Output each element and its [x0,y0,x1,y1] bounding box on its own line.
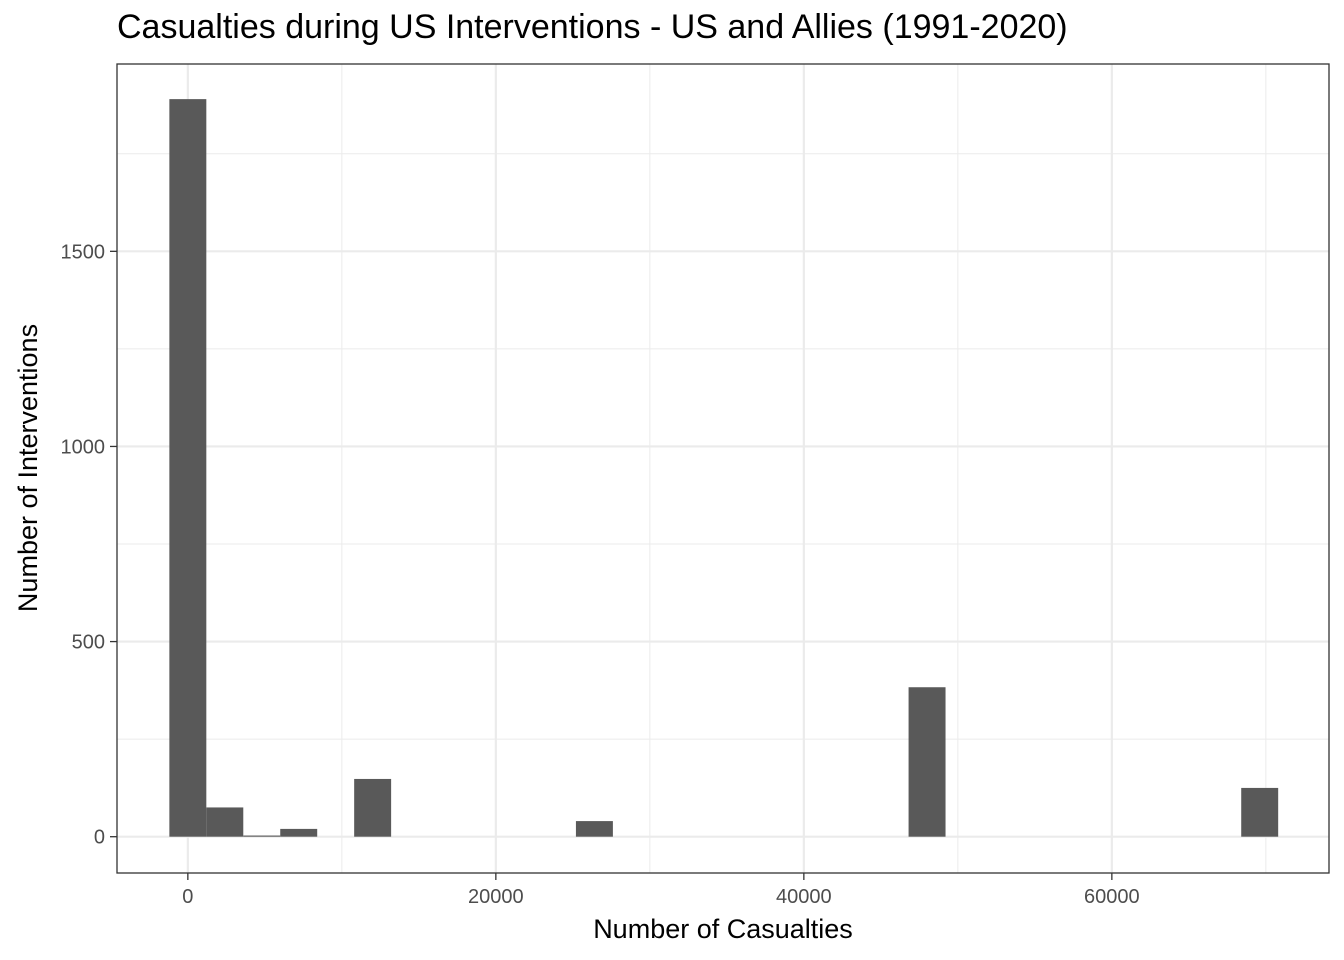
histogram-bar [280,828,318,837]
plot-panel-border [116,63,1330,874]
histogram-bar [169,99,207,837]
x-tick-label: 40000 [776,886,832,908]
histogram-bar [575,821,613,837]
y-axis-title: Number of Interventions [13,324,43,612]
chart-title: Casualties during US Interventions - US … [117,8,1068,46]
histogram-bar [354,778,392,837]
y-tick-label: 500 [72,632,105,654]
y-tick-label: 1000 [61,436,106,458]
histogram-bar [243,835,281,837]
y-axis-ticks: 0 500 1000 1500 [61,241,117,849]
major-gridlines [117,64,1329,873]
x-tick-label: 60000 [1084,886,1140,908]
histogram-bar [908,687,946,837]
y-tick-label: 0 [94,827,105,849]
x-axis-title: Number of Casualties [593,914,853,944]
histogram-bar [206,807,244,837]
histogram-bars [169,99,1279,837]
x-tick-label: 20000 [468,886,524,908]
x-tick-label: 0 [182,886,193,908]
histogram-bar [1241,787,1279,837]
minor-gridlines [117,64,1329,873]
x-axis-ticks: 0 20000 40000 60000 [182,873,1140,908]
y-tick-label: 1500 [61,241,106,263]
